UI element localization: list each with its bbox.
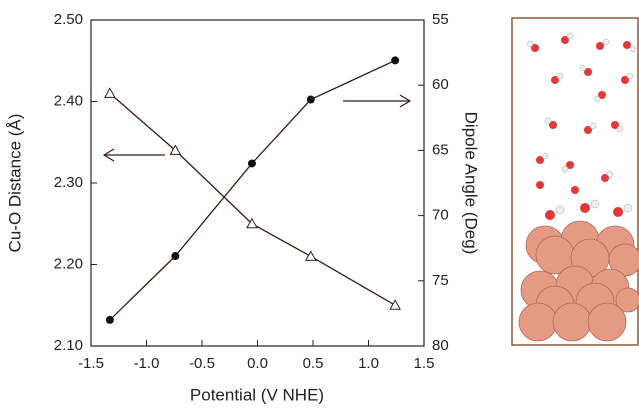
simulation-image	[511, 17, 639, 346]
y2-tick-label: 75	[432, 272, 449, 289]
marker	[304, 250, 317, 261]
y2-tick-label: 65	[432, 141, 449, 158]
series-line	[109, 92, 396, 306]
x-tick-label: -1.5	[78, 355, 104, 372]
y2-axis-title: Dipole Angle (Deg)	[462, 112, 481, 255]
x-tick-label: 0.5	[303, 355, 324, 372]
arrows	[102, 94, 412, 162]
y2-tick-label: 60	[432, 76, 449, 93]
marker	[306, 95, 315, 104]
x-axis-title: Potential (V NHE)	[190, 385, 324, 404]
marker	[169, 144, 182, 155]
right-arrow	[343, 94, 412, 108]
marker	[391, 56, 400, 65]
x-tick-label: -1.0	[134, 355, 160, 372]
x-tick-label: 0.0	[247, 355, 268, 372]
y-tick-label: 2.40	[54, 92, 83, 109]
marker	[105, 315, 114, 324]
marker	[104, 87, 116, 98]
marker	[246, 217, 258, 229]
marker	[389, 299, 401, 310]
left-arrow	[102, 148, 165, 162]
y-tick-label: 2.50	[54, 11, 83, 28]
y-tick-label: 2.20	[54, 255, 83, 272]
plot-frame	[90, 19, 425, 347]
marker	[171, 252, 180, 261]
water-hydrogens	[526, 32, 637, 215]
x-tick-label: 1.0	[358, 355, 379, 372]
y-tick-label: 2.30	[54, 174, 83, 191]
x-tick-label: -0.5	[189, 355, 215, 372]
copper-atoms	[518, 220, 639, 342]
y2-tick-label: 80	[432, 337, 449, 354]
marker	[247, 159, 256, 168]
y2-tick-label: 55	[432, 11, 449, 28]
water-oxygens	[531, 36, 631, 220]
y-axis-title: Cu-O Distance (Å)	[5, 114, 24, 253]
x-tick-label: 1.5	[414, 355, 435, 372]
y-tick-label: 2.10	[54, 337, 83, 354]
y2-tick-label: 70	[432, 207, 449, 224]
